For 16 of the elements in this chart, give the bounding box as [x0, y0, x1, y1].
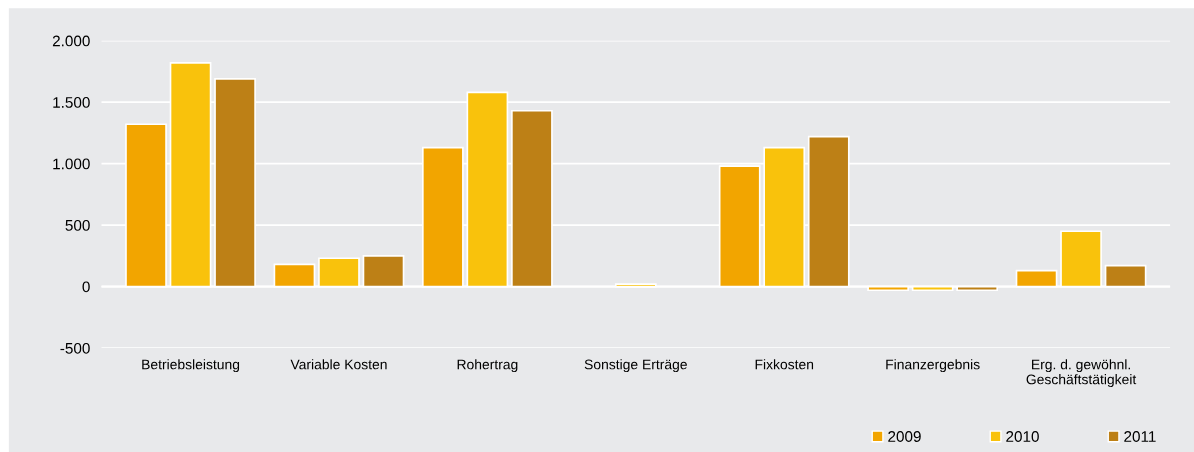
y-tick-label: -500 [60, 342, 90, 354]
x-tick-label: Rohertrag [457, 359, 518, 373]
y-tick-label: 0 [82, 281, 90, 293]
y-tick-label: 2.000 [52, 35, 90, 47]
x-tick-label: Sonstige Erträge [584, 359, 687, 373]
x-tick-label: Fixkosten [755, 359, 814, 370]
legend-label: 2009 [888, 431, 921, 442]
y-tick-label: 1.500 [53, 97, 90, 108]
x-tick-label: Finanzergebnis [886, 359, 980, 373]
legend-label: 2011 [1124, 431, 1156, 442]
legend-label: 2010 [1006, 431, 1039, 442]
y-tick-label: 500 [65, 219, 90, 231]
x-tick-label: Erg. d. gewöhnl. Geschäftstätigkeit [1026, 359, 1137, 388]
y-tick-label: 1.000 [53, 158, 90, 170]
x-tick-label: Variable Kosten [290, 359, 387, 370]
x-tick-label: Betriebsleistung [142, 359, 240, 373]
